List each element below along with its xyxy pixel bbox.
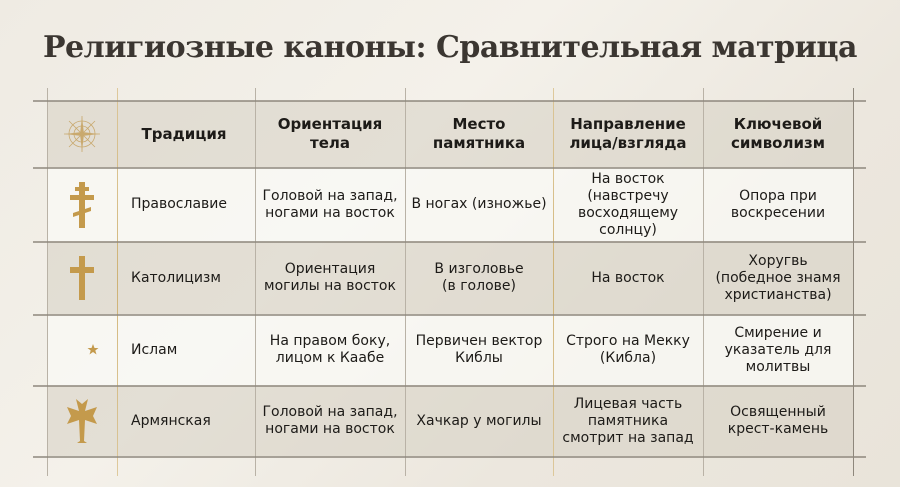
header-face-direction: Направление лица/взгляда	[569, 115, 687, 152]
latin-cross-icon	[47, 242, 117, 314]
grid-line	[33, 456, 866, 458]
header-monument-place: Место памятника	[432, 115, 526, 152]
grid-line	[405, 88, 406, 476]
grid-line	[33, 241, 866, 243]
tradition-cell: Католицизм	[131, 269, 221, 286]
body-cell: На правом боку, лицом к Каабе	[269, 333, 391, 366]
table-header: Традиция Ориентация тела Место памятника…	[47, 101, 853, 167]
header-body-orientation: Ориентация тела	[277, 115, 383, 152]
face-cell: На восток	[591, 269, 665, 286]
monument-cell: Хачкар у могилы	[416, 412, 542, 429]
grid-line	[553, 88, 554, 476]
grid-line	[33, 100, 866, 102]
orthodox-cross-icon	[47, 168, 117, 241]
symbolism-cell: Хоругвь (победное знамя христианства)	[715, 252, 841, 303]
tradition-cell: Ислам	[131, 341, 178, 358]
table-row: Армянская Головой на запад, ногами на во…	[47, 386, 853, 456]
tradition-cell: Православие	[131, 196, 227, 212]
grid-line	[703, 88, 704, 476]
monument-cell: В изголовье (в голове)	[434, 261, 524, 294]
face-cell: Лицевая часть памятника смотрит на запад	[562, 395, 694, 446]
grid-line	[33, 167, 866, 169]
body-cell: Головой на запад, ногами на восток	[262, 404, 398, 437]
face-cell: Строго на Мекку (Кибла)	[566, 333, 690, 366]
symbolism-cell: Смирение и указатель для молитвы	[724, 324, 832, 375]
grid-line	[33, 314, 866, 316]
body-cell: Головой на запад, ногами на восток	[262, 187, 398, 221]
grid-line	[47, 88, 48, 476]
armenian-cross-icon	[47, 386, 117, 456]
grid-line	[33, 385, 866, 387]
table-row: Католицизм Ориентация могилы на восток В…	[47, 242, 853, 314]
symbolism-cell: Освященный крест-камень	[727, 404, 829, 437]
body-cell: Ориентация могилы на восток	[264, 261, 396, 294]
monument-cell: Первичен вектор Киблы	[415, 333, 543, 366]
crescent-star-icon	[47, 315, 117, 385]
table-row: Православие Головой на запад, ногами на …	[47, 168, 853, 241]
tradition-cell: Армянская	[131, 412, 211, 429]
table-row: Ислам На правом боку, лицом к Каабе Перв…	[47, 315, 853, 385]
page-title: Религиозные каноны: Сравнительная матриц…	[43, 30, 857, 65]
grid-line	[853, 88, 854, 476]
grid-line	[117, 88, 118, 476]
monument-cell: В ногах (изножье)	[411, 196, 547, 212]
header-symbolism: Ключевой символизм	[731, 115, 825, 152]
face-cell: На восток (навстречу восходящему солнцу)	[577, 170, 679, 238]
symbolism-cell: Опора при воскресении	[730, 187, 826, 221]
header-tradition: Традиция	[141, 124, 227, 143]
grid-line	[255, 88, 256, 476]
compass-rose-icon	[47, 101, 117, 167]
